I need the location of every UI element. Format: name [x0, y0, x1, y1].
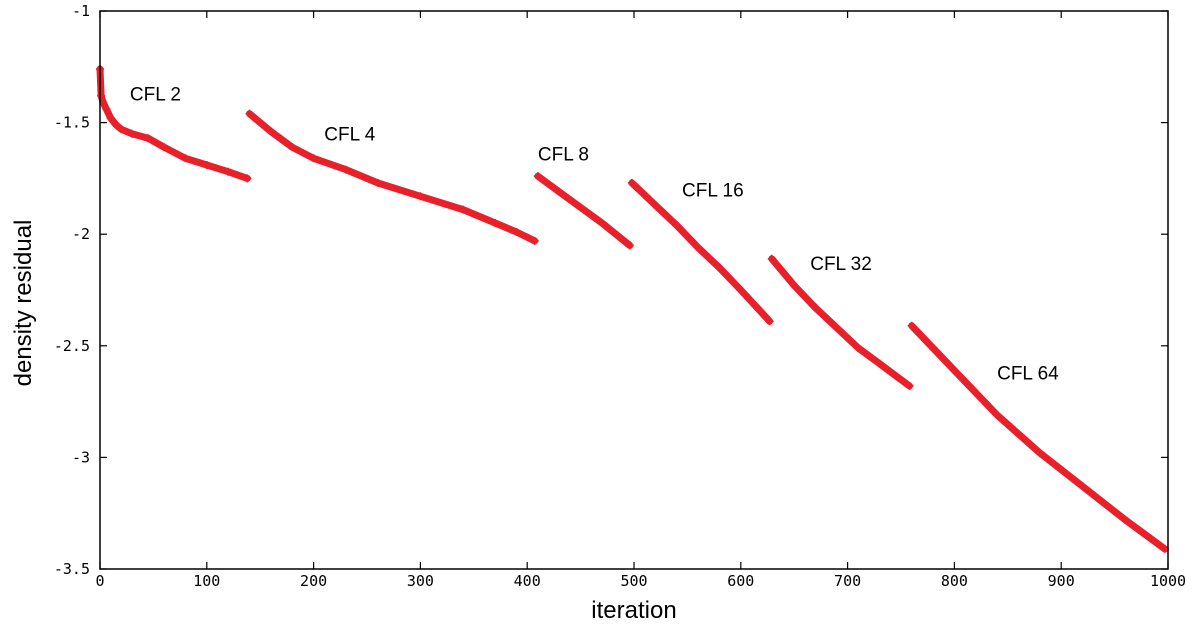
x-tick-label: 1000 [1150, 572, 1186, 590]
data-point [854, 344, 863, 353]
x-tick-label: 800 [941, 572, 968, 590]
data-point [102, 105, 111, 114]
data-point [1078, 482, 1087, 491]
annotation-label: CFL 32 [810, 254, 872, 275]
annotation-label: CFL 8 [538, 145, 589, 166]
data-point [736, 286, 745, 294]
data-point [1121, 515, 1130, 524]
data-point [832, 323, 841, 332]
data-point [672, 221, 681, 230]
x-tick-label: 900 [1048, 572, 1075, 590]
data-point [651, 201, 660, 210]
data-point [907, 321, 916, 330]
data-point [875, 359, 884, 368]
annotation-label: CFL 16 [682, 180, 744, 201]
annotations-layer: CFL 2 CFL 4 CFL 8 CFL 16 CFL 32 CFL 64 [130, 84, 1059, 384]
x-tick-label: 300 [407, 572, 434, 590]
data-point [597, 219, 606, 228]
x-tick-label: 400 [514, 572, 541, 590]
series-segment-6 [907, 321, 1169, 553]
data-point [625, 241, 634, 250]
data-point [202, 161, 211, 170]
y-tick-label: -2 [72, 225, 90, 243]
data-point [117, 125, 126, 134]
data-point [309, 154, 318, 163]
y-tick-label: -3.5 [54, 560, 90, 578]
data-point [97, 91, 106, 100]
data-layer [96, 65, 1169, 553]
data-point [128, 129, 137, 138]
x-tick-label: 100 [193, 572, 220, 590]
y-tick-label: -3 [72, 448, 90, 466]
data-point [112, 120, 121, 129]
data-point [576, 203, 585, 212]
data-point [950, 366, 959, 375]
annotation-label: CFL 64 [997, 363, 1059, 384]
y-tick-label: -2.5 [54, 337, 90, 355]
data-point [181, 154, 190, 163]
data-point [288, 143, 297, 152]
data-point [530, 236, 539, 245]
series-segment-3 [533, 172, 634, 250]
data-point [459, 205, 468, 214]
data-point [160, 143, 169, 152]
data-point [555, 187, 564, 196]
x-tick-label: 0 [95, 572, 104, 590]
data-point [993, 410, 1002, 419]
data-point [373, 178, 382, 187]
y-axis-label: density residual [10, 220, 37, 387]
data-point [416, 192, 425, 201]
data-point [491, 219, 500, 228]
series-segment-2 [245, 109, 539, 245]
data-point [715, 263, 724, 272]
data-point [245, 109, 254, 118]
data-point [765, 317, 774, 326]
data-point [512, 227, 521, 236]
x-tick-label: 700 [834, 572, 861, 590]
data-point [106, 114, 115, 123]
data-point [905, 381, 914, 390]
data-point [694, 243, 703, 252]
annotation-label: CFL 2 [130, 84, 181, 105]
data-point [266, 127, 275, 136]
data-point [790, 281, 799, 290]
x-axis-label: iteration [591, 597, 676, 624]
data-point [144, 134, 153, 143]
x-tick-label: 500 [620, 572, 647, 590]
data-point [533, 172, 542, 181]
data-point [243, 174, 252, 183]
x-tick-label: 600 [727, 572, 754, 590]
annotation-label: CFL 4 [324, 124, 375, 145]
x-tick-label: 200 [300, 572, 327, 590]
data-point [224, 167, 233, 176]
data-point [811, 303, 820, 312]
y-tick-label: -1.5 [54, 114, 90, 132]
series-segment-5 [767, 254, 914, 390]
data-point [341, 165, 350, 174]
data-point [1035, 448, 1044, 457]
ticks-layer: 0 100 200 300 400 500 600 700 800 900 1000 -1 -1.5 -2… [54, 2, 1186, 590]
data-point [767, 254, 776, 263]
series-segment-4 [627, 178, 774, 326]
data-point [627, 178, 636, 187]
y-tick-label: -1 [72, 2, 90, 20]
